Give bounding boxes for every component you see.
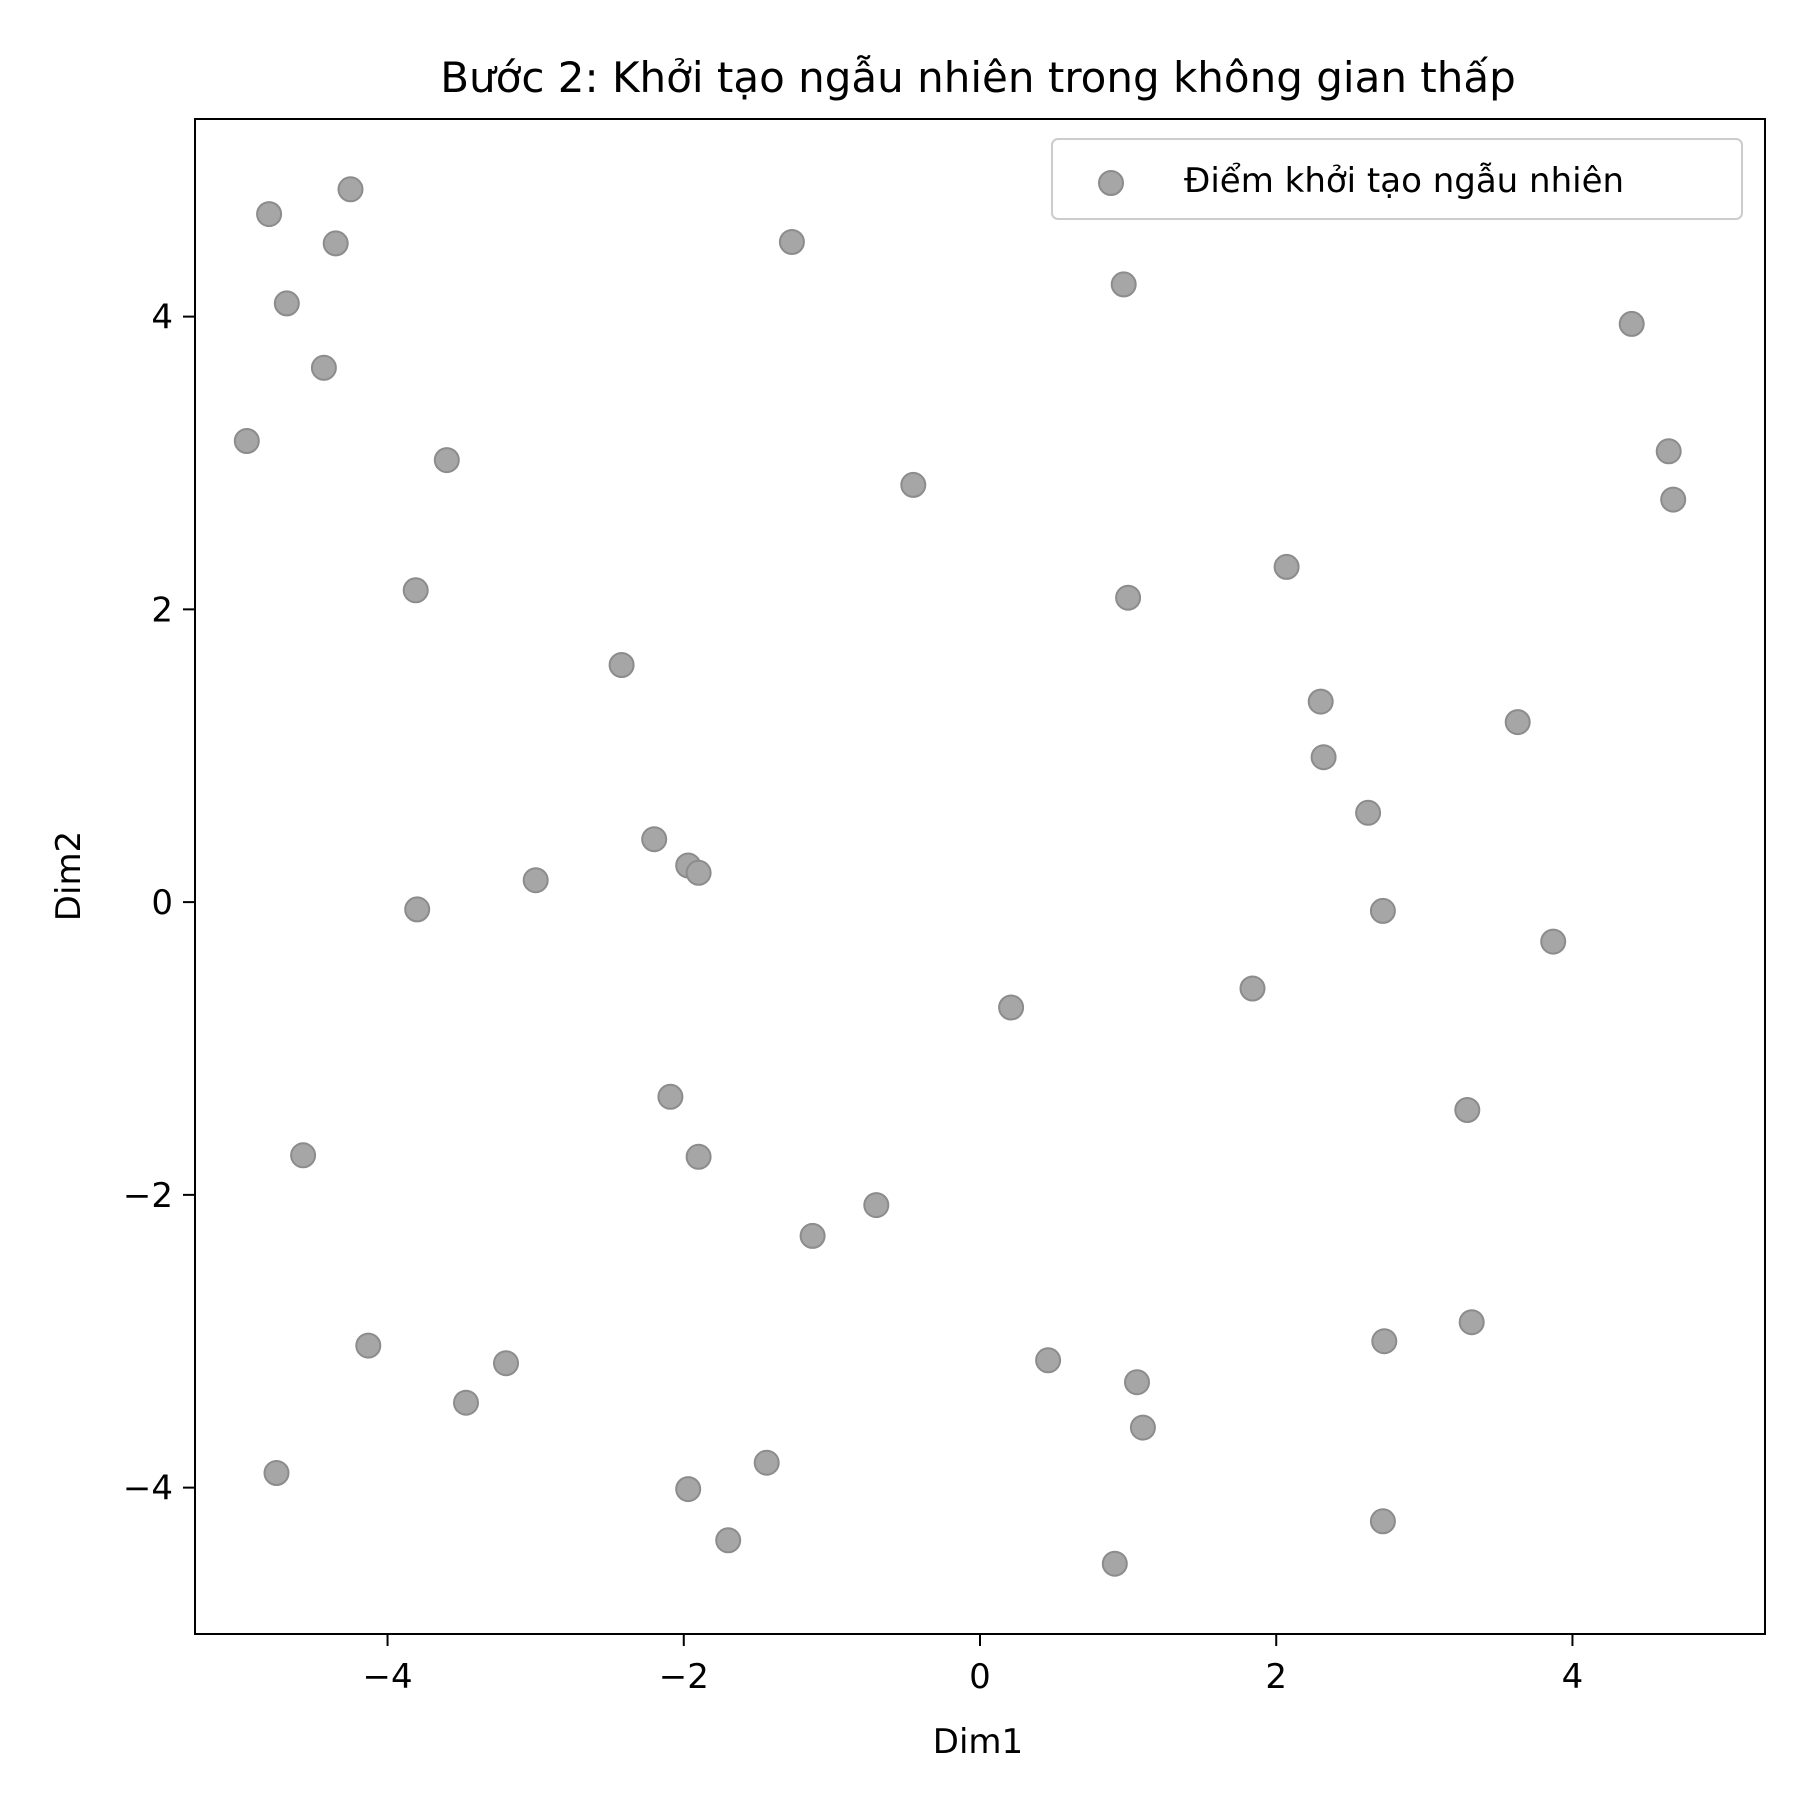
data-point bbox=[1369, 1508, 1396, 1535]
data-point bbox=[799, 1222, 826, 1249]
y-tick-label: 2 bbox=[151, 590, 173, 630]
data-point bbox=[1101, 1550, 1128, 1577]
data-point bbox=[1273, 553, 1300, 580]
y-tick-label: −2 bbox=[123, 1176, 173, 1216]
data-points bbox=[233, 176, 1687, 1577]
data-point bbox=[337, 176, 364, 203]
data-point bbox=[1504, 709, 1531, 736]
data-point bbox=[675, 1476, 702, 1503]
legend-box bbox=[1051, 138, 1743, 220]
x-tick-label: −2 bbox=[659, 1657, 709, 1697]
data-point bbox=[900, 471, 927, 498]
data-point bbox=[1655, 438, 1682, 465]
data-point bbox=[1115, 584, 1142, 611]
data-point bbox=[778, 229, 805, 255]
data-point bbox=[433, 447, 460, 474]
data-point bbox=[1035, 1347, 1062, 1374]
legend-label: Điểm khởi tạo ngẫu nhiên bbox=[1184, 161, 1624, 201]
data-point bbox=[1369, 897, 1396, 924]
data-point bbox=[263, 1460, 290, 1486]
data-point bbox=[402, 577, 429, 604]
data-point bbox=[1540, 928, 1567, 955]
data-point bbox=[1660, 486, 1687, 513]
data-point bbox=[522, 867, 549, 894]
axis-ticks: −4 −2 0 2 4 −4 −2 0 2 4 bbox=[123, 298, 1583, 1697]
data-point bbox=[1618, 310, 1645, 337]
y-tick-label: 4 bbox=[151, 298, 173, 338]
data-point bbox=[290, 1142, 317, 1169]
data-point bbox=[273, 290, 300, 317]
x-tick-label: 0 bbox=[969, 1657, 991, 1697]
y-tick-label: 0 bbox=[151, 883, 173, 923]
data-point bbox=[1307, 688, 1334, 715]
data-point bbox=[685, 1143, 712, 1170]
data-point bbox=[233, 428, 260, 454]
x-tick-label: 4 bbox=[1562, 1657, 1584, 1697]
data-point bbox=[404, 896, 431, 923]
data-point bbox=[657, 1083, 684, 1110]
data-point bbox=[1310, 744, 1337, 771]
legend-marker bbox=[1098, 170, 1124, 196]
data-point bbox=[355, 1332, 382, 1359]
data-point bbox=[1110, 271, 1137, 298]
data-point bbox=[998, 994, 1025, 1021]
data-point bbox=[322, 230, 349, 257]
data-point bbox=[1458, 1309, 1485, 1336]
data-point bbox=[1355, 799, 1382, 826]
data-point bbox=[641, 826, 668, 853]
data-point bbox=[493, 1350, 519, 1377]
data-point bbox=[1454, 1097, 1481, 1123]
data-point bbox=[685, 859, 712, 886]
x-axis-label: Dim1 bbox=[933, 1722, 1023, 1762]
chart-title: Bước 2: Khởi tạo ngẫu nhiên trong không … bbox=[440, 53, 1516, 102]
plot-area bbox=[194, 118, 1766, 1635]
data-point bbox=[608, 652, 635, 678]
data-point bbox=[863, 1192, 890, 1219]
x-tick-label: −4 bbox=[362, 1657, 412, 1697]
data-point bbox=[256, 201, 283, 228]
data-point bbox=[715, 1527, 742, 1554]
data-point bbox=[753, 1449, 780, 1476]
data-point bbox=[453, 1389, 479, 1416]
y-tick-label: −4 bbox=[123, 1469, 173, 1509]
data-point bbox=[1124, 1369, 1150, 1396]
data-point bbox=[1371, 1328, 1398, 1355]
legend: Điểm khởi tạo ngẫu nhiên bbox=[1051, 138, 1743, 220]
data-point bbox=[310, 354, 337, 381]
data-point bbox=[1239, 975, 1266, 1002]
data-point bbox=[1129, 1414, 1156, 1441]
y-axis-label: Dim2 bbox=[49, 831, 89, 921]
x-tick-label: 2 bbox=[1265, 1657, 1287, 1697]
